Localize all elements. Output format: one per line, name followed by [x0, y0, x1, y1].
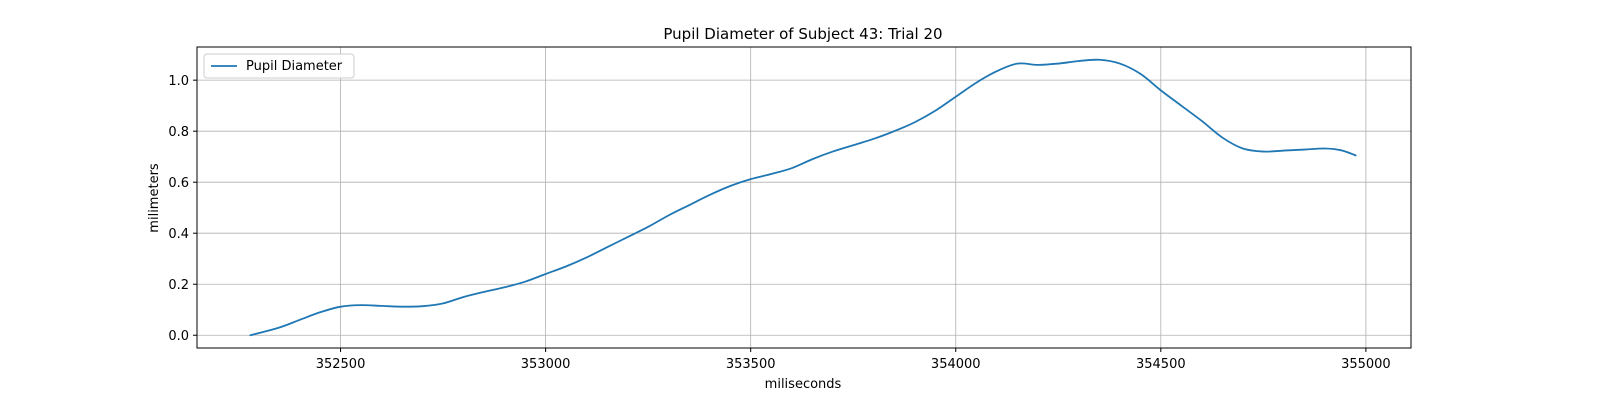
x-tick-label: 353000	[521, 357, 571, 372]
x-tick-label: 355000	[1341, 357, 1391, 372]
y-tick-label: 0.2	[168, 278, 189, 293]
legend-label-pupil-diameter: Pupil Diameter	[246, 59, 343, 74]
y-axis-label: milimeters	[147, 163, 162, 233]
series-layer	[249, 58, 1357, 337]
series-line-pupil-diameter	[249, 58, 1357, 337]
legend-box	[203, 53, 355, 79]
x-axis-label: miliseconds	[765, 377, 842, 392]
x-tick-label: 352500	[316, 357, 366, 372]
x-tick-label: 353500	[726, 357, 776, 372]
x-tick-label: 354500	[1136, 357, 1186, 372]
grid-lines	[197, 47, 1411, 348]
legend: Pupil Diameter	[203, 53, 355, 79]
chart-title: Pupil Diameter of Subject 43: Trial 20	[663, 25, 942, 43]
y-tick-label: 1.0	[168, 74, 189, 89]
y-tick-label: 0.6	[168, 176, 189, 191]
y-tick-label: 0.0	[168, 329, 189, 344]
y-tick-label: 0.8	[168, 125, 189, 140]
plot-frame	[196, 46, 1412, 349]
y-tick-label: 0.4	[168, 227, 189, 242]
x-tick-label: 354000	[931, 357, 981, 372]
axis-ticks: 352500 353000 353500 354000 354500 355000 0.0 0…	[168, 74, 1390, 372]
